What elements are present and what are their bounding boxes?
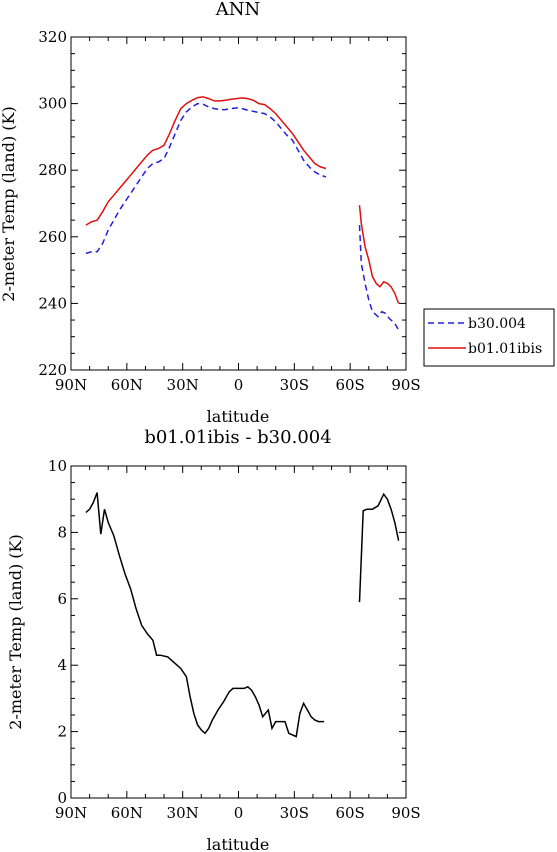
bottom-chart-series [85, 492, 400, 738]
top-chart-y-tick-label: 240 [38, 294, 67, 312]
bottom-chart-ticks: 90N 60N 30N 0 30S 60S 90S 0 2 4 6 8 10 [48, 457, 421, 822]
bottom-chart-series-diff-segment-1 [358, 492, 400, 603]
top-chart: ANN latitude 2-meter Temp (land) (K) 90N… [0, 0, 421, 426]
legend-label-b30-004: b30.004 [468, 316, 526, 332]
top-chart-series-b30-004-segment-1 [358, 225, 400, 331]
top-chart-frame [70, 36, 407, 371]
bottom-chart-x-tick-label: 30S [280, 804, 309, 822]
top-chart-series-b01-01ibis-segment-0 [85, 96, 327, 226]
bottom-chart-x-tick-label: 60S [335, 804, 364, 822]
legend-box [423, 308, 555, 367]
top-chart-y-axis-label: 2-meter Temp (land) (K) [0, 106, 18, 301]
top-chart-x-tick-label: 30S [280, 376, 309, 394]
bottom-chart-y-tick-label: 4 [57, 656, 67, 674]
bottom-chart-y-tick-label: 6 [57, 590, 67, 608]
bottom-chart-x-tick-label: 90S [391, 804, 420, 822]
top-chart-series-b01-01ibis-segment-1 [358, 205, 400, 304]
top-chart-x-tick-label: 0 [234, 376, 244, 394]
top-chart-ticks: 90N 60N 30N 0 30S 60S 90S 220 240 260 280 300 320 [38, 28, 420, 394]
bottom-chart-title: b01.01ibis - b30.004 [144, 427, 331, 448]
top-chart-x-tick-label: 60S [335, 376, 364, 394]
top-chart-x-axis-label: latitude [207, 407, 270, 426]
bottom-chart-x-tick-label: 0 [234, 804, 244, 822]
top-chart-x-tick-label: 30N [167, 376, 199, 394]
top-chart-y-tick-label: 320 [38, 28, 67, 46]
top-chart-x-tick-label: 90N [55, 376, 87, 394]
legend: b30.004 b01.01ibis [423, 308, 555, 367]
top-chart-series [85, 96, 400, 331]
bottom-chart-y-tick-label: 8 [57, 523, 67, 541]
top-chart-y-tick-label: 220 [38, 361, 67, 379]
bottom-chart-x-tick-label: 90N [55, 804, 87, 822]
top-chart-y-tick-label: 260 [38, 228, 67, 246]
bottom-chart-x-tick-label: 60N [111, 804, 143, 822]
bottom-chart-x-tick-label: 30N [167, 804, 199, 822]
bottom-chart: b01.01ibis - b30.004 latitude 2-meter Te… [6, 427, 421, 852]
bottom-chart-y-axis-label: 2-meter Temp (land) (K) [6, 534, 25, 729]
top-chart-y-tick-label: 280 [38, 161, 67, 179]
legend-label-b01-01ibis: b01.01ibis [468, 341, 542, 357]
top-chart-x-tick-label: 90S [391, 376, 420, 394]
top-chart-title: ANN [215, 0, 261, 20]
top-chart-y-tick-label: 300 [38, 95, 67, 113]
bottom-chart-y-tick-label: 10 [48, 457, 67, 475]
bottom-chart-frame [70, 465, 407, 799]
bottom-chart-y-tick-label: 0 [57, 789, 67, 807]
bottom-chart-y-tick-label: 2 [57, 723, 67, 741]
top-chart-series-b30-004-segment-0 [85, 102, 327, 255]
top-chart-x-tick-label: 60N [111, 376, 143, 394]
bottom-chart-series-diff-segment-0 [85, 492, 325, 738]
bottom-chart-x-axis-label: latitude [207, 835, 270, 852]
